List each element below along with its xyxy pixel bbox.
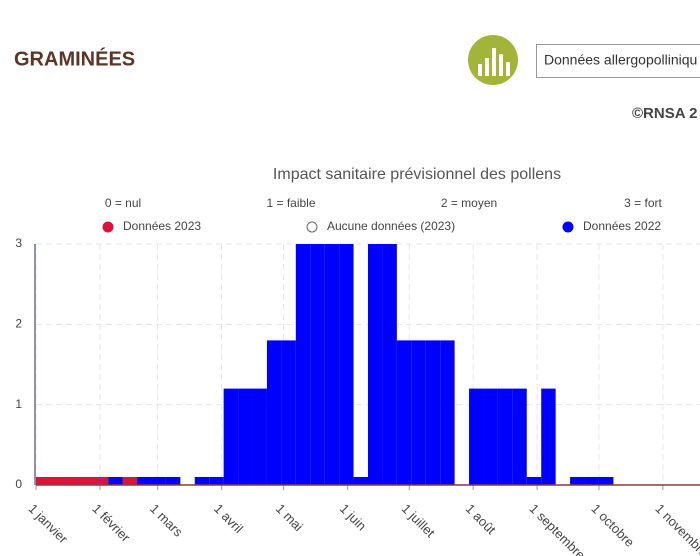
bar xyxy=(64,476,80,485)
bar xyxy=(223,388,239,485)
legend-marker xyxy=(306,221,318,233)
chart-title: Impact sanitaire prévisionnel des pollen… xyxy=(273,166,561,183)
y-tick-label: 3 xyxy=(15,236,22,250)
bar xyxy=(310,244,325,485)
bar xyxy=(526,476,542,485)
bar xyxy=(382,244,397,485)
bar xyxy=(209,476,224,485)
bar xyxy=(411,340,426,485)
scale-note: 3 = fort xyxy=(624,196,662,210)
x-tick-label: 1 octobre xyxy=(588,501,637,550)
legend-label: Données 2023 xyxy=(123,219,201,233)
bar xyxy=(108,476,123,485)
x-tick-label: 1 avril xyxy=(211,501,246,536)
bar xyxy=(469,388,484,485)
x-tick-label: 1 juillet xyxy=(399,501,438,540)
bar xyxy=(165,476,181,485)
legend-marker xyxy=(562,221,574,233)
bar xyxy=(396,340,412,485)
legend-label: Données 2022 xyxy=(583,219,661,233)
bar xyxy=(584,476,599,485)
bar xyxy=(281,340,296,485)
pollen-icon xyxy=(468,35,518,85)
bar xyxy=(497,388,513,485)
bar xyxy=(339,244,354,485)
bar xyxy=(598,476,614,485)
bar xyxy=(93,476,109,485)
bar xyxy=(122,476,138,485)
bar xyxy=(295,244,311,485)
scale-note: 1 = faible xyxy=(266,196,315,210)
bar xyxy=(137,476,152,485)
x-tick-label: 1 août xyxy=(463,501,499,537)
bar xyxy=(483,388,498,485)
select-text[interactable]: Données allergopolliniqu xyxy=(544,52,697,68)
bar xyxy=(541,388,556,485)
bar xyxy=(440,340,455,485)
x-tick-label: 1 mai xyxy=(273,501,306,534)
legend-marker xyxy=(102,221,114,233)
credit: ©RNSA 2 xyxy=(632,105,698,122)
bar xyxy=(512,388,527,485)
select-box[interactable] xyxy=(536,44,700,78)
x-tick-label: 1 juin xyxy=(337,501,370,534)
bar xyxy=(50,476,65,485)
bar xyxy=(238,388,253,485)
y-tick-label: 0 xyxy=(15,477,22,491)
bar xyxy=(36,476,51,485)
bar xyxy=(79,476,94,485)
x-tick-label: 1 février xyxy=(89,501,133,545)
bar xyxy=(324,244,340,485)
bar xyxy=(151,476,166,485)
scale-note: 2 = moyen xyxy=(441,196,497,210)
bar xyxy=(266,340,282,485)
x-tick-label: 1 mars xyxy=(147,501,186,540)
scale-note: 0 = nul xyxy=(105,196,141,210)
bar xyxy=(368,244,383,485)
x-tick-label: 1 novembre xyxy=(652,501,700,556)
bar xyxy=(252,388,267,485)
legend-label: Aucune données (2023) xyxy=(327,219,455,233)
y-tick-label: 1 xyxy=(15,397,22,411)
page-title: GRAMINÉES xyxy=(14,47,135,70)
y-tick-label: 2 xyxy=(15,317,22,331)
x-tick-label: 1 janvier xyxy=(25,501,71,547)
bar xyxy=(353,476,368,485)
bar xyxy=(194,476,210,485)
bar xyxy=(570,476,585,485)
bar xyxy=(425,340,441,485)
x-tick-label: 1 septembre xyxy=(527,501,589,556)
